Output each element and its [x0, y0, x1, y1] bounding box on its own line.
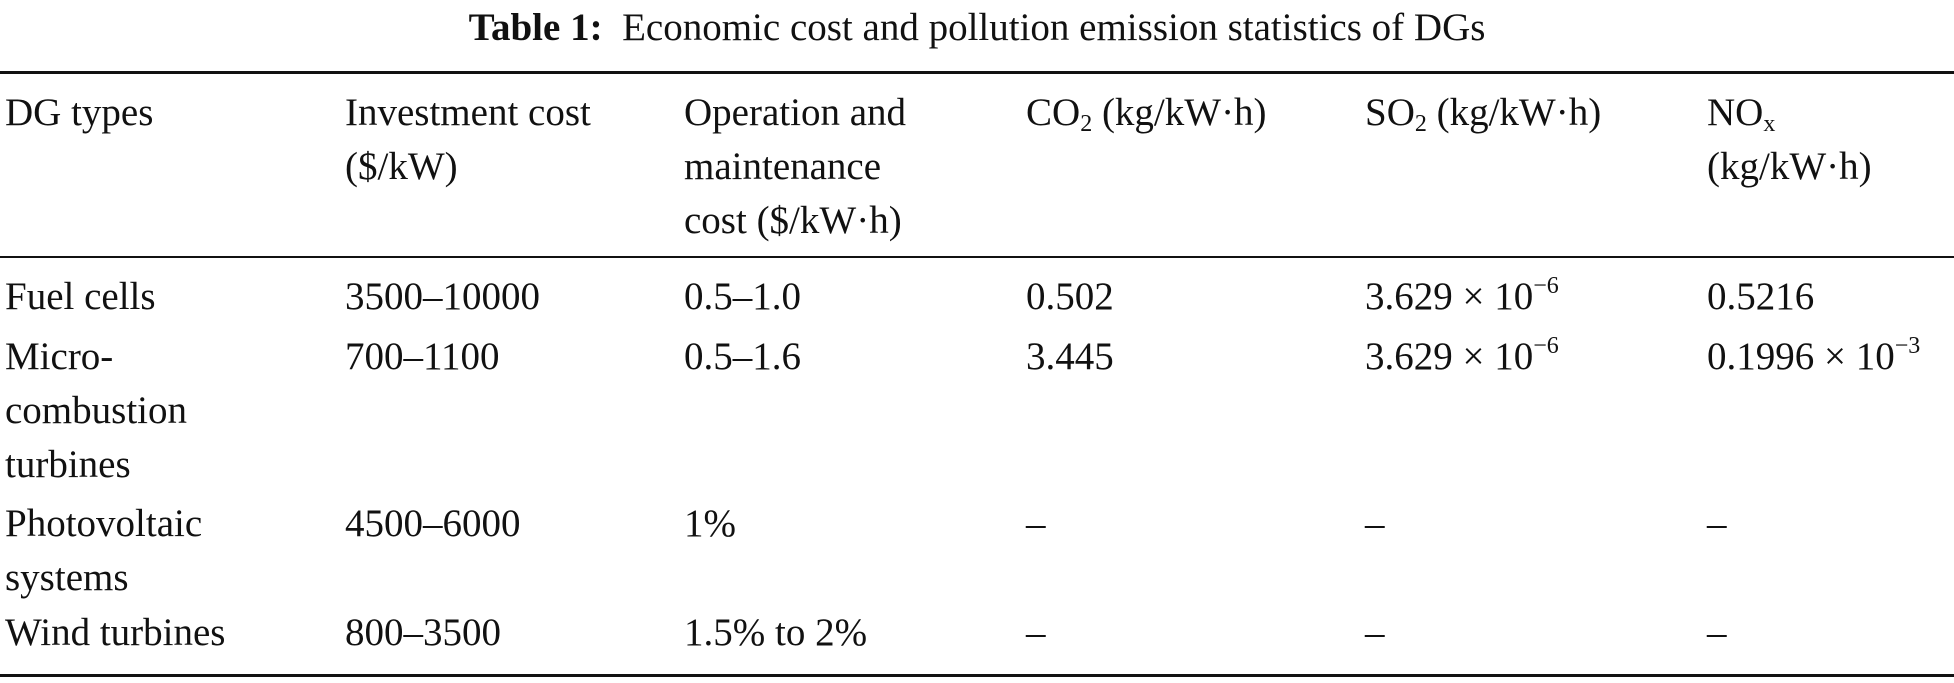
cell-co2: –: [1026, 502, 1046, 545]
cell-om: 0.5–1.6: [684, 335, 801, 378]
header-unit: (kg/kW·h): [1092, 91, 1267, 134]
cell-dg-type: Wind turbines: [5, 606, 225, 660]
cell-nox: –: [1707, 611, 1727, 654]
cell-co2: –: [1026, 611, 1046, 654]
cell-line: Micro-: [5, 335, 114, 378]
header-rule: [0, 256, 1954, 258]
header-line: Operation and: [684, 91, 907, 134]
cell-investment: 800–3500: [345, 611, 501, 654]
top-rule: [0, 71, 1954, 74]
header-line: maintenance: [684, 145, 882, 188]
header-line: cost ($/kW·h): [684, 199, 902, 242]
cell-so2: 3.629 × 10−6: [1365, 270, 1559, 324]
so2-mantissa: 3.629 × 10: [1365, 275, 1534, 318]
header-investment-cost: Investment cost ($/kW): [345, 86, 591, 194]
header-subscript: 2: [1414, 111, 1427, 137]
header-unit: (kg/kW·h): [1426, 91, 1602, 134]
cell-co2: 0.502: [1026, 275, 1114, 318]
header-nox: NOx (kg/kW·h): [1707, 86, 1872, 194]
cell-so2: –: [1365, 502, 1385, 545]
cell-investment: 700–1100: [345, 335, 500, 378]
cell-dg-type: Fuel cells: [5, 270, 156, 324]
cell-om: 1.5% to 2%: [684, 611, 868, 654]
header-line: DG types: [5, 91, 154, 134]
cell-dg-type: Photovoltaic systems: [5, 497, 202, 605]
header-line: Investment cost: [345, 91, 591, 134]
header-chem: CO: [1026, 91, 1081, 134]
header-om-cost: Operation and maintenance cost ($/kW·h): [684, 86, 906, 248]
nox-exponent: −3: [1894, 333, 1921, 359]
cell-om: 0.5–1.0: [684, 275, 801, 318]
cell-om: 1%: [684, 502, 736, 545]
cell-line: Photovoltaic: [5, 502, 203, 545]
cell-line: Fuel cells: [5, 275, 156, 318]
cell-nox: 0.5216: [1707, 275, 1815, 318]
bottom-rule: [0, 674, 1954, 677]
caption-text: Economic cost and pollution emission sta…: [622, 6, 1486, 49]
header-line: ($/kW): [345, 145, 458, 188]
header-subscript: x: [1763, 111, 1776, 137]
cell-nox: –: [1707, 502, 1727, 545]
cell-so2: 3.629 × 10−6: [1365, 330, 1559, 384]
cell-line: turbines: [5, 443, 131, 486]
header-chem: NO: [1707, 91, 1764, 134]
cell-co2: 3.445: [1026, 335, 1114, 378]
so2-exponent: −6: [1533, 333, 1559, 359]
caption-label: Table 1:: [468, 6, 603, 49]
header-chem: SO: [1365, 91, 1415, 134]
so2-exponent: −6: [1533, 273, 1559, 299]
cell-dg-type: Micro- combustion turbines: [5, 330, 187, 492]
nox-mantissa: 0.1996 × 10: [1707, 335, 1895, 378]
cell-so2: –: [1365, 611, 1385, 654]
header-co2: CO2 (kg/kW·h): [1026, 86, 1267, 140]
cell-nox: 0.1996 × 10−3: [1707, 330, 1920, 384]
so2-mantissa: 3.629 × 10: [1365, 335, 1534, 378]
cell-line: combustion: [5, 389, 187, 432]
header-dg-types: DG types: [5, 86, 153, 140]
header-so2: SO2 (kg/kW·h): [1365, 86, 1601, 140]
cell-line: Wind turbines: [5, 611, 226, 654]
cell-line: systems: [5, 556, 129, 599]
header-subscript: 2: [1080, 111, 1093, 137]
table-caption: Table 1: Economic cost and pollution emi…: [0, 4, 1954, 52]
cell-investment: 4500–6000: [345, 502, 521, 545]
header-unit: (kg/kW·h): [1707, 145, 1872, 188]
cell-investment: 3500–10000: [345, 275, 540, 318]
